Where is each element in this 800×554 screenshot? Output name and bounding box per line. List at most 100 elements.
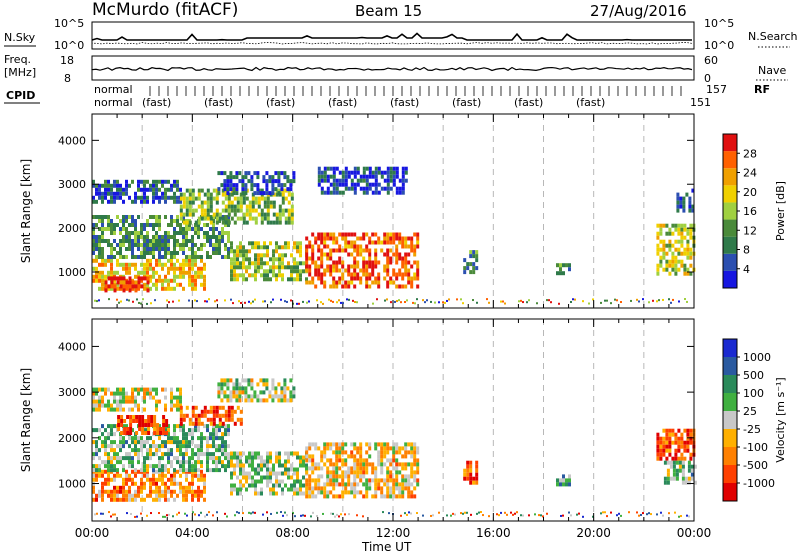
- heatmap-cell: [335, 268, 339, 273]
- heatmap-cell: [158, 227, 161, 231]
- heatmap-cell: [242, 467, 245, 472]
- heatmap-cell: [683, 428, 687, 433]
- heatmap-cell: [284, 467, 287, 472]
- heatmap-cell: [413, 462, 417, 467]
- heatmap-cell: [407, 478, 411, 483]
- heatmap-cell: [200, 212, 204, 217]
- heatmap-cell: [149, 262, 152, 267]
- heatmap-cell: [188, 456, 191, 461]
- heatmap-cell: [404, 454, 408, 459]
- heatmap-cell: [185, 223, 188, 227]
- heatmap-cell: [326, 466, 330, 471]
- heatmap-cell: [203, 452, 206, 457]
- heatmap-cell: [278, 208, 282, 213]
- heatmap-cell: [383, 264, 387, 269]
- heatmap-cell: [356, 252, 360, 257]
- heatmap-cell: [233, 455, 236, 460]
- heatmap-cell: [678, 464, 682, 469]
- ground-scatter-cell: [500, 511, 502, 514]
- heatmap-cell: [229, 378, 233, 383]
- heatmap-cell: [350, 482, 354, 487]
- heatmap-cell: [110, 199, 113, 204]
- heatmap-cell: [314, 268, 318, 273]
- heatmap-cell: [98, 436, 101, 441]
- heatmap-cell: [663, 480, 667, 485]
- heatmap-cell: [326, 478, 330, 483]
- heatmap-cell: [691, 208, 695, 213]
- heatmap-cell: [286, 187, 290, 192]
- heatmap-cell: [266, 451, 269, 456]
- heatmap-cell: [200, 243, 203, 247]
- ground-scatter-cell: [348, 298, 350, 301]
- heatmap-cell: [665, 263, 669, 268]
- heatmap-cell: [137, 469, 140, 474]
- heatmap-cell: [335, 240, 339, 245]
- heatmap-cell: [365, 442, 369, 447]
- ground-scatter-cell: [230, 298, 232, 301]
- heatmap-cell: [209, 204, 213, 209]
- heatmap-cell: [656, 243, 660, 248]
- heatmap-cell: [290, 196, 294, 201]
- heatmap-cell: [353, 182, 357, 187]
- heatmap-cell: [209, 243, 212, 247]
- heatmap-cell: [173, 403, 176, 408]
- ground-scatter-cell: [600, 512, 602, 515]
- colorbar-tick-label: 28: [743, 147, 757, 160]
- heatmap-cell: [683, 223, 687, 228]
- heatmap-cell: [281, 245, 284, 250]
- heatmap-cell: [562, 482, 565, 487]
- heatmap-cell: [377, 166, 381, 171]
- heatmap-cell: [143, 460, 146, 465]
- heatmap-cell: [95, 243, 98, 247]
- heatmap-cell: [359, 252, 363, 257]
- heatmap-cell: [104, 179, 107, 184]
- heatmap-cell: [302, 491, 305, 496]
- heatmap-cell: [200, 452, 203, 457]
- heatmap-cell: [335, 462, 339, 467]
- heatmap-cell: [131, 436, 134, 441]
- ground-scatter-cell: [196, 300, 198, 303]
- heatmap-cell: [680, 227, 684, 232]
- heatmap-cell: [332, 182, 336, 187]
- heatmap-cell: [293, 467, 296, 472]
- ground-scatter-cell: [108, 298, 110, 301]
- heatmap-cell: [323, 490, 327, 495]
- heatmap-cell: [146, 387, 149, 392]
- heatmap-cell: [311, 442, 315, 447]
- heatmap-cell: [233, 273, 236, 278]
- heatmap-cell: [665, 436, 669, 441]
- heatmap-cell: [113, 276, 117, 281]
- ground-scatter-cell: [110, 515, 112, 518]
- heatmap-cell: [248, 208, 252, 213]
- heatmap-cell: [374, 280, 378, 285]
- beam-title: Beam 15: [355, 2, 422, 20]
- heatmap-cell: [146, 448, 149, 453]
- heatmap-cell: [556, 478, 559, 483]
- heatmap-cell: [191, 421, 195, 426]
- heatmap-cell: [218, 231, 221, 235]
- heatmap-cell: [311, 490, 315, 495]
- heatmap-cell: [404, 474, 408, 479]
- heatmap-cell: [194, 251, 197, 255]
- heatmap-cell: [329, 268, 333, 273]
- heatmap-cell: [305, 280, 309, 285]
- heatmap-cell: [407, 280, 411, 285]
- heatmap-cell: [283, 183, 287, 188]
- heatmap-cell: [277, 398, 281, 403]
- heatmap-cell: [281, 196, 285, 201]
- heatmap-cell: [371, 478, 375, 483]
- heatmap-cell: [230, 208, 234, 213]
- ground-scatter-cell: [226, 515, 228, 518]
- heatmap-cell: [413, 494, 417, 499]
- heatmap-cell: [244, 175, 248, 180]
- y-tick-label: 1000: [58, 266, 86, 279]
- heatmap-cell: [212, 231, 215, 235]
- heatmap-cell: [200, 440, 203, 445]
- heatmap-cell: [335, 178, 339, 183]
- heatmap-cell: [335, 442, 339, 447]
- heatmap-cell: [284, 471, 287, 476]
- heatmap-cell: [383, 232, 387, 237]
- heatmap-cell: [344, 166, 348, 171]
- heatmap-cell: [101, 497, 104, 502]
- heatmap-cell: [332, 494, 336, 499]
